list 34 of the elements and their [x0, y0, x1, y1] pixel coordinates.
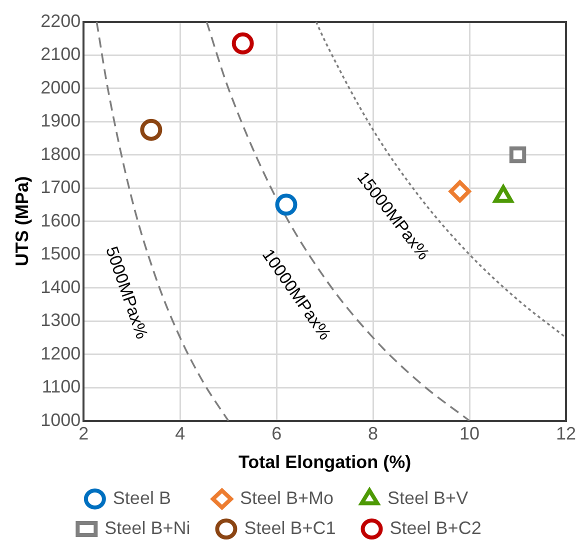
- x-tick-label: 8: [368, 424, 378, 444]
- x-tick-label: 10: [460, 424, 480, 444]
- y-tick-label: 1900: [40, 110, 81, 131]
- y-tick-label: 1500: [40, 244, 81, 264]
- x-tick-label: 12: [556, 424, 576, 444]
- point: [275, 194, 298, 216]
- x-tick-label: 2: [78, 424, 89, 444]
- x-axis-title: Total Elongation (%): [238, 452, 412, 472]
- y-tick-label: 1700: [40, 177, 81, 198]
- y-axis-title: UTS (MPa): [12, 176, 32, 266]
- y-tick-label: 1200: [40, 343, 81, 364]
- y-tick-label: 1800: [40, 144, 81, 164]
- x-tick-label: 6: [272, 424, 282, 444]
- y-tick-label: 2200: [40, 10, 81, 31]
- legend-label: Steel B+C1: [244, 518, 351, 538]
- legend-label: Steel B+Ni: [104, 518, 206, 538]
- x-tick-label: 4: [175, 424, 186, 444]
- point: [509, 146, 526, 164]
- y-tick-label: 2100: [40, 44, 81, 64]
- line-series: [96, 22, 230, 421]
- y-tick-label: 1100: [42, 376, 81, 397]
- y-tick-label: 2000: [40, 77, 81, 98]
- line-series: [206, 22, 470, 421]
- y-tick-label: 1400: [40, 276, 81, 297]
- point: [448, 180, 471, 202]
- y-tick-label: 1300: [40, 310, 81, 330]
- legend-label: Steel B: [112, 488, 201, 508]
- legend-label: Steel B+Mo: [240, 488, 349, 508]
- point: [140, 118, 162, 141]
- y-tick-label: 1000: [40, 410, 81, 430]
- point: [232, 32, 254, 54]
- y-tick-label: 1600: [40, 210, 81, 230]
- legend-label: Steel B+C2: [390, 518, 496, 538]
- legend-label: Steel B+V: [388, 488, 488, 508]
